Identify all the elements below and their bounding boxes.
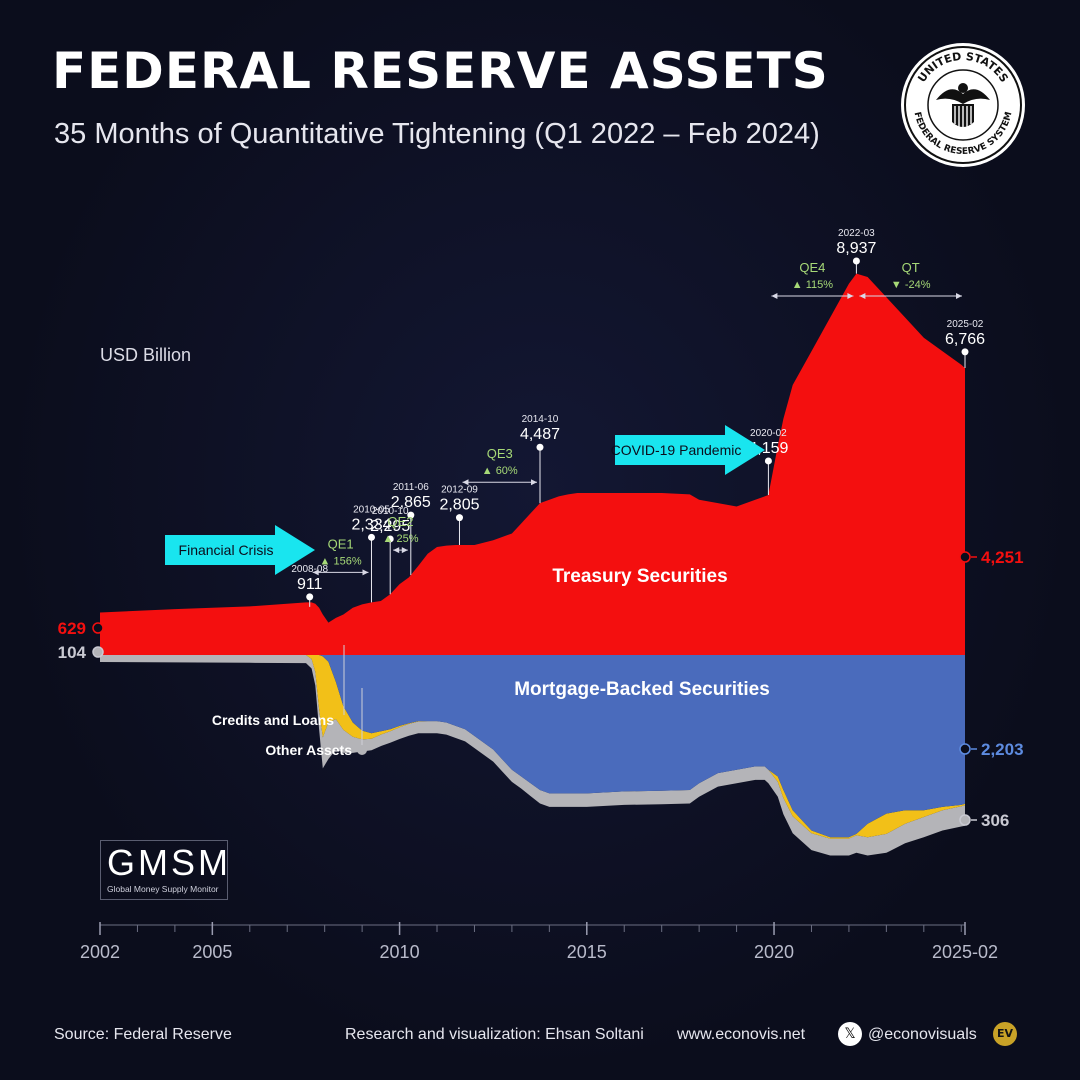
milestone-total: 2,865 [391,494,431,511]
start-dot [92,622,104,634]
callout-financial-crisis: Financial Crisis [165,525,315,575]
label-other-assets: Other Assets [265,742,352,758]
x-tick-label: 2005 [192,942,232,962]
federal-reserve-seal-icon: UNITED STATES FEDERAL RESERVE SYSTEM [901,43,1025,167]
milestone-total: 2,334 [351,516,391,533]
x-tick-label: 2025-02 [932,942,998,962]
callout-text: Financial Crisis [179,542,274,558]
callout-covid-19-pandemic: COVID-19 Pandemic [611,425,765,475]
period-label-qe2: QE2 [387,514,413,529]
milestone-dot [306,593,314,601]
area-treasury-securities [100,273,965,655]
period-arrowheads [393,547,408,554]
x-tick-label: 2002 [80,942,120,962]
end-dot [959,551,971,563]
callout-text: COVID-19 Pandemic [611,442,742,458]
label-treasury-securities: Treasury Securities [552,566,727,587]
label-credits-and-loans: Credits and Loans [212,712,334,728]
milestone-total: 8,937 [836,240,876,257]
milestone-date: 2020-02 [750,428,787,439]
unit-label: USD Billion [100,345,192,365]
milestone-date: 2014-10 [522,414,559,425]
credit-note: Research and visualization: Ehsan Soltan… [345,1026,644,1043]
label-mortgage-backed-securities: Mortgage-Backed Securities [514,679,770,700]
x-logo-icon: 𝕏 [838,1022,862,1046]
ev-logo-icon: EV [993,1022,1017,1046]
milestone-date: 2010-05 [353,504,390,515]
end-dot [959,743,971,755]
milestone-date: 2022-03 [838,228,875,239]
milestone-total: 911 [297,576,323,593]
period-change-qe4: ▲ 115% [792,279,833,291]
period-arrowheads [312,569,369,576]
callout-arrow [615,425,765,475]
milestone-date: 2010-10 [372,506,409,517]
milestone-dot [764,457,772,465]
milestone-date: 2008-08 [291,564,328,575]
gmsm-logo-subtitle: Global Money Supply Monitor [107,884,219,894]
social-handle[interactable]: @econovisuals [868,1026,977,1043]
milestone-dot [386,535,394,543]
milestone-dot [852,257,860,265]
website-link[interactable]: www.econovis.net [677,1026,806,1043]
legend-dot [357,745,367,755]
gmsm-logo: GMSM Global Money Supply Monitor [100,840,228,900]
period-change-qe1: ▲ 156% [320,555,362,567]
area-credits-and-loans [100,655,965,839]
period-label-qe4: QE4 [799,260,825,275]
x-tick-label: 2015 [567,942,607,962]
milestone-total: 2,295 [370,518,410,535]
milestone-date: 2011-06 [393,482,429,493]
gmsm-logo-text: GMSM [107,842,231,883]
area-mortgage-backed-securities [100,655,965,838]
milestone-dot [536,443,544,451]
milestone-total: 6,766 [945,331,985,348]
period-label-qe3: QE3 [487,446,513,461]
period-change-qe3: ▲ 60% [482,465,518,477]
period-label-qt: QT [902,260,920,275]
start-value-treasury-securities: 629 [58,619,86,638]
milestone-total: 4,487 [520,426,560,443]
page-subtitle: 35 Months of Quantitative Tightening (Q1… [54,118,820,150]
milestone-dot [367,533,375,541]
end-value-other-assets: 306 [981,811,1009,830]
start-dot [92,646,104,658]
source-note: Source: Federal Reserve [54,1026,232,1043]
milestone-date: 2025-02 [947,319,984,330]
legend-dot [339,715,349,725]
start-value-other-assets: 104 [58,643,87,662]
period-change-qe2: ▲ 25% [383,533,419,545]
milestone-dot [455,514,463,522]
end-dot [959,814,971,826]
x-tick-label: 2020 [754,942,794,962]
x-tick-label: 2010 [380,942,420,962]
callout-arrow [165,525,315,575]
milestone-total: 2,805 [439,497,479,514]
milestone-dot [407,511,415,519]
page-title: FEDERAL RESERVE ASSETS [52,42,829,100]
period-change-qt: ▼ -24% [891,279,931,291]
end-value-treasury-securities: 4,251 [981,548,1024,567]
milestone-dot [961,348,969,356]
end-value-mortgage-backed-securities: 2,203 [981,740,1024,759]
milestone-date: 2012-09 [441,485,478,496]
area-other-assets [100,655,965,856]
period-label-qe1: QE1 [328,536,354,551]
